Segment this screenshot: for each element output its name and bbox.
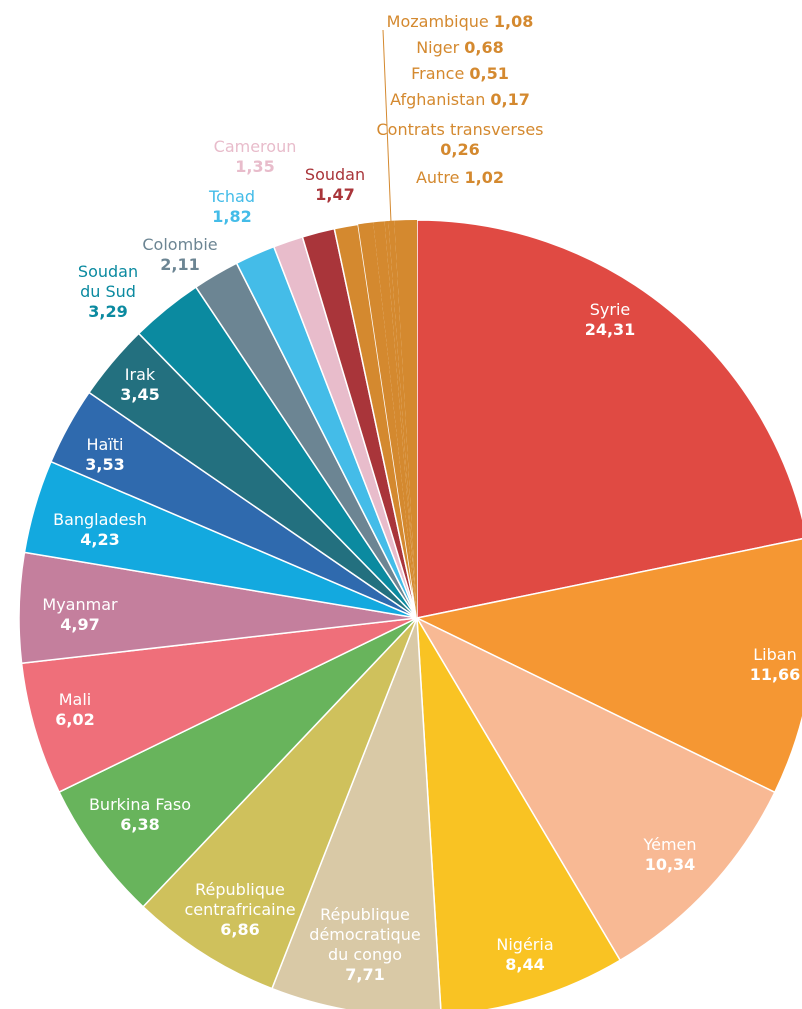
category-label: Nigéria	[496, 935, 554, 954]
value-label: 4,97	[60, 615, 100, 634]
value-label: 24,31	[584, 320, 636, 339]
value-label: 1,47	[315, 185, 355, 204]
pie-slice	[270, 617, 442, 1009]
slice-label: Liban 11,66	[750, 645, 801, 685]
category-label: Cameroun	[213, 137, 297, 156]
value-label: 3,29	[88, 302, 128, 321]
category-label: Irak	[124, 365, 156, 384]
pie-slice	[20, 617, 418, 794]
pie-slice	[388, 220, 417, 618]
slice-label: République démocratique du congo 7,71	[305, 905, 425, 985]
category-label: Haïti	[86, 435, 124, 454]
category-label: Afghanistan	[390, 90, 486, 109]
value-label: 0,68	[464, 38, 504, 57]
pie-slice	[415, 616, 776, 962]
slice-label: Mali 6,02	[55, 690, 94, 730]
category-label: Bangladesh	[53, 510, 147, 529]
pie-slice	[394, 220, 417, 618]
slice-label: République centrafricaine 6,86	[170, 880, 310, 940]
value-label: 0,17	[490, 90, 530, 109]
value-label: 10,34	[644, 855, 696, 874]
pie-slice	[373, 221, 417, 618]
pie-slice	[58, 617, 418, 908]
value-label: 1,02	[464, 168, 504, 187]
value-label: 3,45	[120, 385, 160, 404]
value-label: 1,35	[235, 157, 275, 176]
slice-label: Burkina Faso 6,38	[89, 795, 191, 835]
slice-label: Bangladesh 4,23	[53, 510, 147, 550]
category-label: Yémen	[643, 835, 697, 854]
category-label: Soudan du Sud	[77, 262, 139, 301]
slice-label: France 0,51	[375, 64, 545, 84]
category-label: République centrafricaine	[184, 880, 296, 919]
pie-slice	[358, 222, 417, 618]
category-label: République démocratique du congo	[309, 905, 421, 964]
category-label: Syrie	[589, 300, 631, 319]
slice-label: Soudan 1,47	[305, 165, 365, 205]
value-label: 6,38	[120, 815, 160, 834]
category-label: Tchad	[209, 187, 255, 206]
value-label: 7,71	[345, 965, 385, 984]
slice-label: Contrats transverses 0,26	[375, 120, 545, 160]
slice-label: Autre 1,02	[375, 168, 545, 188]
pie-slice	[416, 617, 622, 1009]
slice-label: Syrie 24,31	[585, 300, 636, 340]
pie-slice	[384, 221, 417, 618]
category-label: Burkina Faso	[88, 795, 192, 814]
slice-label: Haïti 3,53	[85, 435, 124, 475]
leader-line	[382, 29, 392, 223]
slice-label: Afghanistan 0,17	[375, 90, 545, 110]
category-label: France	[411, 64, 465, 83]
slice-label: Irak 3,45	[120, 365, 159, 405]
pie-slice	[416, 219, 802, 619]
value-label: 3,53	[85, 455, 125, 474]
value-label: 6,02	[55, 710, 95, 729]
slice-label: Myanmar 4,97	[42, 595, 117, 635]
value-label: 0,51	[469, 64, 509, 83]
slice-label: Nigéria 8,44	[496, 935, 553, 975]
slice-label: Niger 0,68	[375, 38, 545, 58]
value-label: 1,82	[212, 207, 252, 226]
slice-label: Soudan du Sud 3,29	[73, 262, 143, 322]
category-label: Niger	[416, 38, 460, 57]
value-label: 4,23	[80, 530, 120, 549]
value-label: 2,11	[160, 255, 200, 274]
category-label: Soudan	[304, 165, 366, 184]
category-label: Autre	[415, 168, 460, 187]
category-label: Mozambique	[386, 12, 489, 31]
value-label: 11,66	[749, 665, 801, 684]
category-label: Contrats transverses	[376, 120, 544, 139]
category-label: Mali	[58, 690, 92, 709]
slice-label: Yémen 10,34	[643, 835, 696, 875]
value-label: 0,26	[440, 140, 480, 159]
value-label: 1,08	[493, 12, 534, 31]
value-label: 6,86	[220, 920, 260, 939]
slice-label: Cameroun 1,35	[214, 137, 297, 177]
slice-label: Tchad 1,82	[209, 187, 255, 227]
pie-slice	[142, 617, 418, 990]
category-label: Liban	[753, 645, 797, 664]
slice-label: Colombie 2,11	[142, 235, 217, 275]
pie-slice	[414, 538, 802, 794]
category-label: Colombie	[142, 235, 218, 254]
category-label: Myanmar	[42, 595, 118, 614]
slice-label: Mozambique 1,08	[375, 12, 545, 32]
pie-slice	[333, 223, 418, 619]
value-label: 8,44	[505, 955, 545, 974]
